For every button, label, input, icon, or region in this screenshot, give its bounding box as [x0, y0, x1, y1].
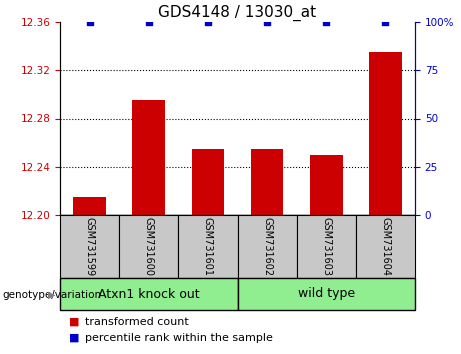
Point [263, 19, 271, 25]
Point [204, 19, 212, 25]
Bar [132, 101, 165, 215]
Bar [60, 278, 237, 310]
Text: transformed count: transformed count [85, 317, 189, 327]
Text: GSM731601: GSM731601 [203, 217, 213, 276]
Text: Atxn1 knock out: Atxn1 knock out [98, 287, 200, 301]
Bar [73, 197, 106, 215]
Point [145, 19, 153, 25]
Bar [192, 149, 224, 215]
Text: GSM731600: GSM731600 [144, 217, 154, 276]
Point [382, 19, 389, 25]
Bar [237, 215, 297, 278]
Bar [178, 215, 237, 278]
Text: wild type: wild type [298, 287, 355, 301]
Text: GSM731604: GSM731604 [380, 217, 390, 276]
Text: ■: ■ [69, 317, 80, 327]
Text: GSM731603: GSM731603 [321, 217, 331, 276]
Text: ▶: ▶ [48, 290, 55, 300]
Bar [60, 215, 119, 278]
Text: ■: ■ [69, 333, 80, 343]
Bar [119, 215, 178, 278]
Bar [369, 52, 402, 215]
Text: GSM731599: GSM731599 [84, 217, 95, 276]
Bar [356, 215, 415, 278]
Bar [310, 155, 343, 215]
Text: genotype/variation: genotype/variation [2, 290, 101, 300]
Bar [237, 278, 415, 310]
Title: GDS4148 / 13030_at: GDS4148 / 13030_at [159, 5, 317, 21]
Bar [251, 149, 284, 215]
Text: GSM731602: GSM731602 [262, 217, 272, 276]
Point [86, 19, 93, 25]
Text: percentile rank within the sample: percentile rank within the sample [85, 333, 273, 343]
Bar [297, 215, 356, 278]
Point [323, 19, 330, 25]
